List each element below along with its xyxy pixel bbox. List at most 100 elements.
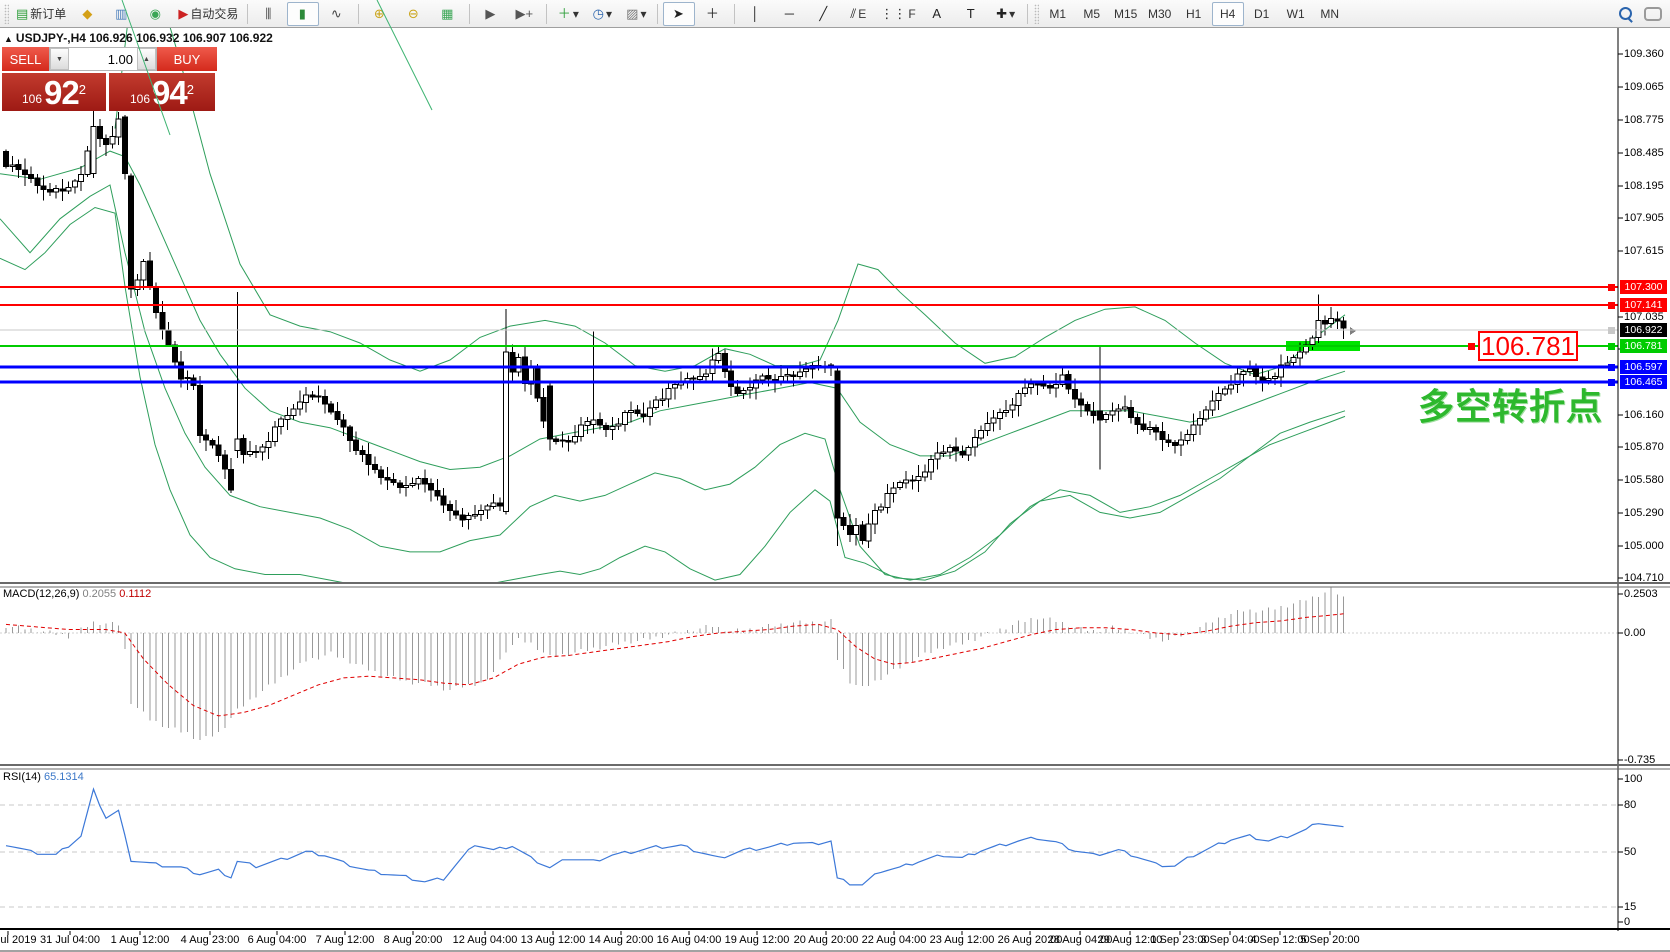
toolbar-separator	[734, 3, 736, 24]
indicators-button[interactable]: ＋ ▾	[552, 2, 584, 26]
periods-icon: ◷	[592, 6, 604, 21]
cursor-button[interactable]: ➤	[663, 1, 696, 26]
toolbar-separator	[358, 3, 360, 24]
timeframe-d1[interactable]: D1	[1254, 6, 1270, 21]
autotrading-button-label: 自动交易	[190, 7, 239, 21]
zoom-out-button[interactable]: ⊖	[398, 2, 430, 26]
chart-annotation-text[interactable]: 多空转折点	[1418, 386, 1604, 427]
time-label: 16 Aug 04:00	[656, 934, 722, 946]
axis-tick-100: 100	[1624, 773, 1643, 785]
timeframe-mn[interactable]: MN	[1320, 6, 1339, 21]
text-button[interactable]: A	[922, 2, 954, 26]
timeframe-h4[interactable]: H4	[1211, 1, 1244, 26]
toolbar-separator	[546, 3, 548, 24]
axis-tick-0.2503: 0.2503	[1624, 588, 1658, 600]
time-label: 19 Aug 12:00	[724, 934, 790, 946]
text-label-button[interactable]: T	[956, 2, 988, 26]
line-chart-button[interactable]: ∿	[321, 2, 353, 26]
time-label: 31 Jul 04:00	[40, 934, 100, 946]
bollinger-bands	[0, 28, 1346, 583]
bar-chart-icon: ⫼	[265, 6, 272, 21]
channel-icon: ⫽	[850, 6, 857, 21]
tile-windows-button[interactable]: ▦	[432, 2, 464, 26]
volume-increase-button[interactable]: ▲	[137, 48, 156, 70]
time-label: 7 Aug 12:00	[315, 934, 375, 946]
axis-tick-108.775: 108.775	[1624, 114, 1664, 126]
timeframe-h1[interactable]: H1	[1186, 6, 1202, 21]
indicators-icon: ＋	[557, 6, 571, 21]
toolbar: ▤ 新订单 ◆ ▥ ◉ ▶ 自动交易 ⫼ ▮ ∿ ⊕ ⊖ ▦ ▶ ▶+ ＋ ▾ ◷ ▾ ▨ ▾ ➤ ＋ │ ─ ╱ ⫽ E ⋮⋮ F A T ✚…	[0, 0, 1670, 28]
zoom-in-button[interactable]: ⊕	[364, 2, 396, 26]
signals-icon[interactable]: ◉	[140, 2, 172, 26]
volume-stepper: ▼ ▲	[49, 47, 157, 71]
candlestick-chart-button[interactable]: ▮	[287, 1, 320, 26]
horizontal-line-button[interactable]: ─	[774, 2, 806, 26]
terminal-icon-icon: ▥	[115, 6, 128, 21]
one-click-trading-panel: SELL ▼ ▲ BUY 106 92 2 106 94 2	[2, 47, 217, 111]
channel-button-label: E	[858, 6, 867, 21]
trendline-button[interactable]: ╱	[808, 2, 840, 26]
channel-button[interactable]: ⫽ E	[842, 2, 874, 26]
periods-button[interactable]: ◷ ▾	[586, 2, 618, 26]
new-order-button[interactable]: ▤ 新订单	[12, 2, 70, 26]
axis-tick-104.710: 104.710	[1624, 572, 1664, 584]
axis-tick-107.615: 107.615	[1624, 245, 1664, 257]
arrows-button[interactable]: ✚ ▾	[990, 2, 1022, 26]
collapse-arrow-icon[interactable]: ▲	[4, 34, 13, 44]
templates-button[interactable]: ▨ ▾	[620, 2, 652, 26]
price-badge-106.781: 106.781	[1620, 339, 1667, 353]
volume-decrease-button[interactable]: ▼	[50, 48, 69, 70]
terminal-icon[interactable]: ▥	[106, 2, 138, 26]
price-level-callout[interactable]: 106.781	[1478, 331, 1578, 361]
chart-shift-button[interactable]: ▶+	[509, 2, 541, 26]
vertical-line-button[interactable]: │	[740, 2, 772, 26]
axis-tick--0.735: -0.735	[1624, 754, 1656, 766]
buy-price-pips: 94	[152, 74, 188, 111]
toolbar-separator	[247, 3, 249, 24]
axis-tick-15: 15	[1624, 901, 1637, 913]
axis-tick-105.870: 105.870	[1624, 441, 1664, 453]
search-icon[interactable]	[1619, 7, 1633, 23]
timeframe-m15[interactable]: M15	[1114, 6, 1138, 21]
new-order-icon: ▤	[16, 6, 29, 21]
arrows-icon: ✚	[996, 6, 1008, 21]
sell-button[interactable]: SELL	[2, 47, 49, 71]
crosshair-button[interactable]: ＋	[697, 2, 729, 26]
bar-chart-button[interactable]: ⫼	[253, 2, 285, 26]
autotrading-button[interactable]: ▶ 自动交易	[174, 2, 242, 26]
axis-tick-105.290: 105.290	[1624, 507, 1664, 519]
text-icon: A	[932, 6, 941, 21]
timeframe-m5[interactable]: M5	[1083, 6, 1100, 21]
tile-windows-icon: ▦	[441, 6, 454, 21]
volume-input[interactable]	[69, 48, 137, 70]
time-label: 1 Aug 12:00	[110, 934, 170, 946]
periods-button-label: ▾	[605, 6, 613, 21]
timeframe-w1[interactable]: W1	[1286, 6, 1305, 21]
market-watch-icon[interactable]: ◆	[72, 2, 104, 26]
buy-price[interactable]: 106 94 2	[109, 73, 215, 111]
axis-tick-105.000: 105.000	[1624, 540, 1664, 552]
symbol-title-text: USDJPY-,H4 106.926 106.932 106.907 106.9…	[15, 31, 273, 45]
fibonacci-button-label: F	[908, 6, 916, 21]
axis-tick-0: 0	[1624, 916, 1631, 928]
auto-scroll-button[interactable]: ▶	[475, 2, 507, 26]
horizontal-level-lines[interactable]	[0, 284, 1618, 386]
toolbar-separator	[1026, 3, 1028, 24]
timeframe-m1[interactable]: M1	[1049, 6, 1066, 21]
sell-price-figure: 106	[22, 92, 43, 106]
sell-price-pips: 92	[44, 74, 80, 111]
sell-price-point: 2	[78, 82, 86, 97]
macd-label: MACD(12,26,9) 0.2055 0.1112	[3, 588, 152, 600]
sell-price[interactable]: 106 92 2	[2, 73, 106, 111]
templates-button-label: ▾	[640, 6, 647, 21]
axis-tick-80: 80	[1624, 799, 1637, 811]
time-label: 14 Aug 20:00	[588, 934, 654, 946]
timeframe-m30[interactable]: M30	[1148, 6, 1172, 21]
time-label: 26 Aug 20:00	[997, 934, 1063, 946]
fibonacci-button[interactable]: ⋮⋮ F	[876, 2, 919, 26]
chat-icon[interactable]	[1644, 6, 1662, 21]
axis-tick-50: 50	[1624, 846, 1637, 858]
price-badge-107.300: 107.300	[1620, 280, 1667, 294]
buy-button[interactable]: BUY	[157, 47, 217, 71]
